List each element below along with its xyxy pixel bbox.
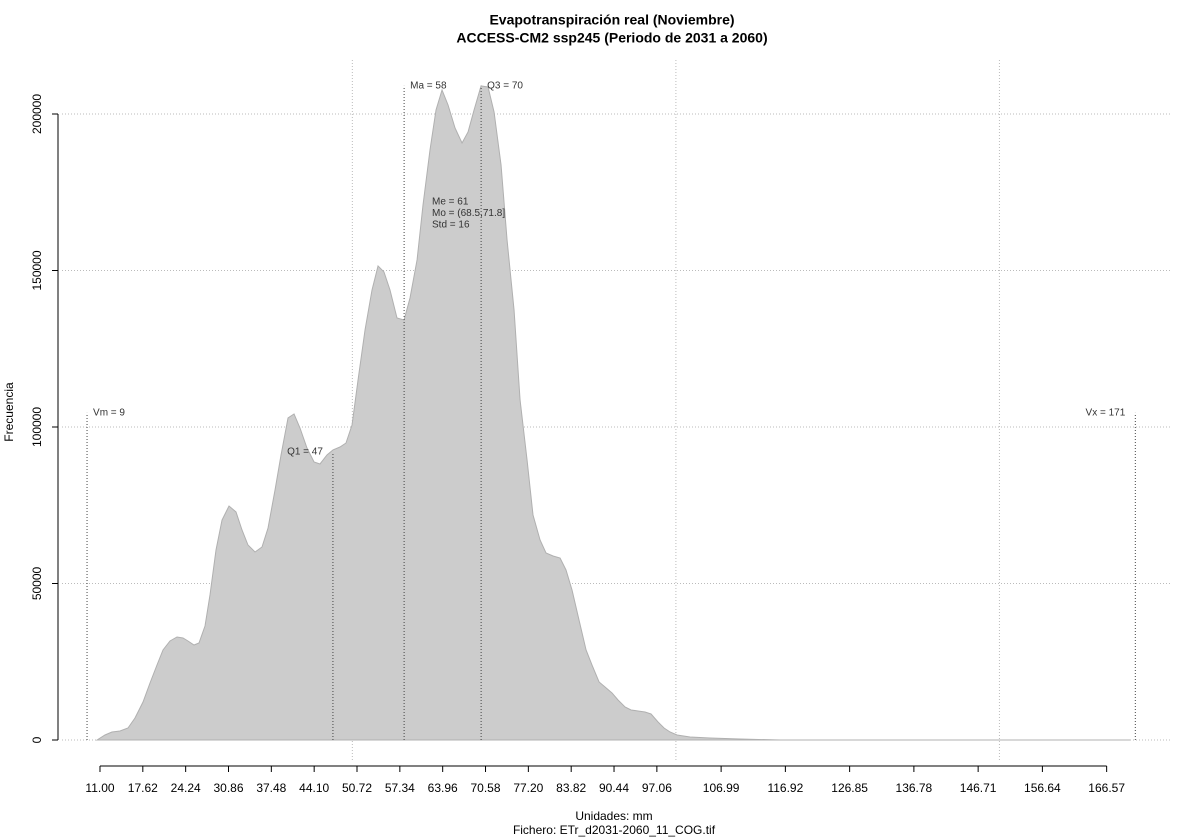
x-tick-label: 83.82 xyxy=(556,781,586,795)
x-tick-label: 77.20 xyxy=(513,781,543,795)
stat-label: Std = 16 xyxy=(432,220,470,231)
x-tick-label: 90.44 xyxy=(599,781,629,795)
x-tick-label: 126.85 xyxy=(831,781,868,795)
x-tick-label: 136.78 xyxy=(896,781,933,795)
x-tick-label: 106.99 xyxy=(703,781,740,795)
x-tick-label: 37.48 xyxy=(256,781,286,795)
y-tick-label: 100000 xyxy=(30,407,44,447)
annotation-label: Q1 = 47 xyxy=(287,447,323,458)
x-tick-label: 156.64 xyxy=(1024,781,1061,795)
y-tick-label: 0 xyxy=(30,736,44,743)
y-axis-label: Frecuencia xyxy=(2,382,16,442)
x-tick-label: 166.57 xyxy=(1088,781,1125,795)
annotation-label: Q3 = 70 xyxy=(487,80,523,91)
x-tick-label: 97.06 xyxy=(642,781,672,795)
annotation-label: Ma = 58 xyxy=(410,80,447,91)
x-tick-label: 17.62 xyxy=(128,781,158,795)
x-tick-label: 30.86 xyxy=(213,781,243,795)
x-tick-label: 146.71 xyxy=(960,781,997,795)
x-tick-label: 63.96 xyxy=(428,781,458,795)
x-tick-label: 44.10 xyxy=(299,781,329,795)
caption: Fichero: ETr_d2031-2060_11_COG.tif xyxy=(513,823,716,837)
x-tick-label: 11.00 xyxy=(85,781,114,795)
annotation-label: Vx = 171 xyxy=(1086,408,1126,419)
stat-label: Me = 61 xyxy=(432,197,469,208)
chart-title: Evapotranspiración real (Noviembre) xyxy=(489,12,734,28)
x-tick-label: 57.34 xyxy=(385,781,415,795)
stat-label: Mo = (68.5,71.8] xyxy=(432,208,505,219)
chart-subtitle: ACCESS-CM2 ssp245 (Periodo de 2031 a 206… xyxy=(456,30,767,46)
y-tick-label: 150000 xyxy=(30,250,44,290)
y-tick-label: 200000 xyxy=(30,94,44,134)
x-tick-label: 24.24 xyxy=(171,781,201,795)
x-tick-label: 116.92 xyxy=(767,781,803,795)
x-tick-label: 70.58 xyxy=(471,781,501,795)
annotation-label: Vm = 9 xyxy=(93,408,125,419)
x-tick-label: 50.72 xyxy=(342,781,372,795)
x-axis-label: Unidades: mm xyxy=(575,809,652,823)
y-tick-label: 50000 xyxy=(30,566,44,600)
density-area xyxy=(95,85,1131,741)
